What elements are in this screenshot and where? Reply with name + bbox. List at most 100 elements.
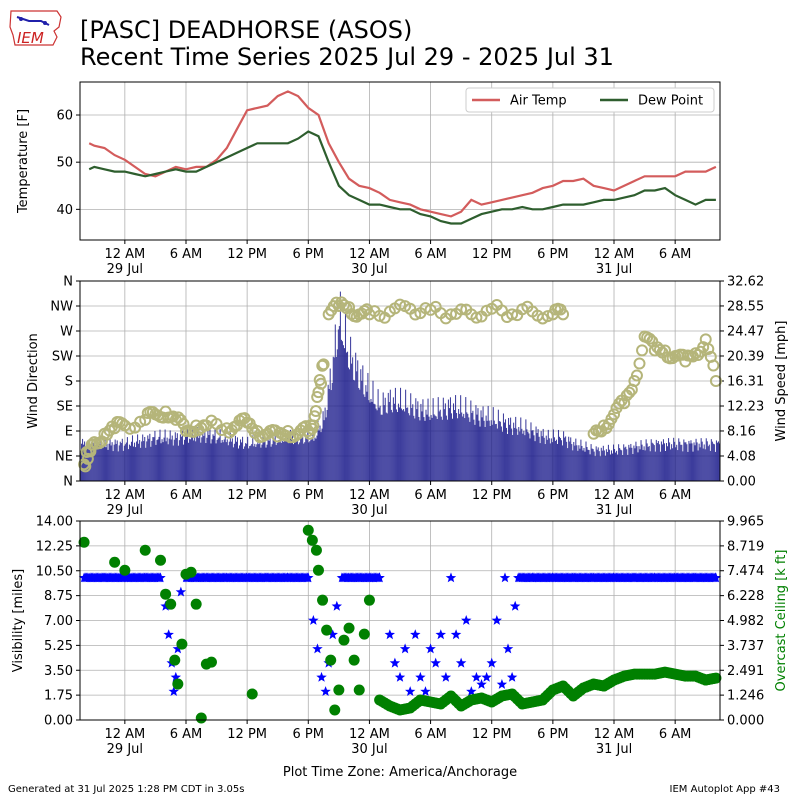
wind-speed-bar [118,445,120,481]
wind-speed-bar [122,450,124,481]
wind-speed-bar [177,445,179,481]
wind-speed-bar [598,451,600,481]
wind-speed-bar [515,416,517,481]
wind-direction-point [597,419,610,432]
iem-logo: IEM [7,7,65,53]
wind-speed-bar [568,436,570,481]
wind-speed-bar [229,432,231,481]
wind-speed-bar [687,451,689,481]
ceiling-point [246,688,258,700]
wind-speed-bar [210,443,212,481]
ceiling-axis-label: Overcast Ceiling [k ft] [774,550,789,692]
wind-speed-bar [574,445,576,481]
temperature-axes [79,81,721,241]
wind-speed-bar [379,405,381,481]
wind-speed-bar [460,395,462,481]
wind-speed-bar [132,446,135,481]
x-tick-label: 12 AM [104,727,145,742]
x-tick-label: 6 AM [659,488,692,503]
wind-direction-point [81,452,94,465]
wind-speed-bar [553,437,555,481]
visibility-point [435,629,446,640]
wind-speed-bar [330,390,332,481]
wind-speed-bar [260,447,262,481]
wind-speed-bar [686,444,688,481]
wind-speed-bar [634,448,636,481]
wind-speed-bar [352,357,354,481]
wind-speed-bar [392,397,394,481]
wind-speed-bar [356,371,358,481]
visibility-point [471,671,482,682]
wind-speed-bar [253,446,255,481]
wind-speed-bar [166,437,168,481]
wind-direction-point [653,343,666,356]
wind-speed-bar [381,414,383,481]
wind-speed-bar [307,429,309,481]
wind-speed-bar [471,412,473,481]
wind-speed-bar [611,453,614,481]
wind-speed-bar [298,444,300,481]
wind-speed-bar [500,426,502,481]
wind-speed-bar [332,356,334,481]
wind-speed-bar [403,409,405,481]
wind-speed-bar [555,439,557,481]
x-tick-label: 6 AM [414,247,447,262]
wind-speed-bar [144,436,146,481]
wind-speed-bar [170,439,172,481]
wind-speed-bar [462,416,464,481]
wind-speed-bar [433,414,435,481]
wind-speed-bar [507,433,509,481]
ceiling-tick-label: 8.719 [727,539,764,554]
wind-direction-point [633,357,646,370]
wind-speed-bar [685,442,687,481]
wind-speed-bar [257,434,259,481]
wind-speed-bar [196,436,198,481]
wind-speed-bar [243,448,245,481]
wind-speed-bar [146,441,148,481]
wind-speed-bar [244,446,246,481]
x-tick-label: 12 AM [104,247,145,262]
wind-speed-bar [171,435,173,481]
visibility-point [710,572,722,583]
dew-point-line [88,130,716,225]
wind-speed-bar [528,433,530,481]
wind-speed-bar [317,420,319,481]
wind-speed-bar [442,397,444,481]
wind-speed-bar [674,441,676,481]
wind-speed-bar [446,419,448,481]
ceiling-point [172,678,184,690]
wind-speed-bar [111,442,113,481]
wind-speed-bar [412,404,414,481]
wind-speed-bar [651,442,653,481]
wind-speed-bar [548,438,550,481]
wind-speed-bar [579,448,581,481]
ceiling-tick-label: 6.228 [727,589,764,604]
speed-tick-label: 32.62 [727,275,764,290]
wind-speed-bar [665,443,668,481]
wind-speed-bar [117,451,119,481]
wind-speed-bar [684,442,686,481]
wind-speed-bar [328,388,330,481]
wind-speed-bar [175,437,177,481]
ceiling-point [306,534,318,546]
wind-speed-bar [398,407,401,481]
wind-speed-bar [295,431,297,481]
wind-speed-bar [232,447,234,481]
ceiling-points [78,524,722,724]
wind-speed-bar [349,369,351,481]
wind-speed-bar [527,431,529,481]
wind-speed-bar [359,389,361,481]
wind-speed-bar [451,418,454,481]
ceiling-tick-label: 2.491 [727,664,764,679]
x-tick-label: 29 Jul [107,742,143,757]
wind-direction-point [317,358,330,371]
wind-speed-bar [173,439,175,481]
wind-speed-bar [194,436,196,481]
wind-speed-bar [569,441,571,481]
direction-tick-label: SE [57,400,73,415]
wind-speed-bar [531,430,533,481]
chart-subtitle: Recent Time Series 2025 Jul 29 - 2025 Ju… [80,43,614,71]
wind-speed-bar [413,415,415,481]
wind-speed-bar [635,441,637,481]
wind-speed-bar [141,441,143,481]
